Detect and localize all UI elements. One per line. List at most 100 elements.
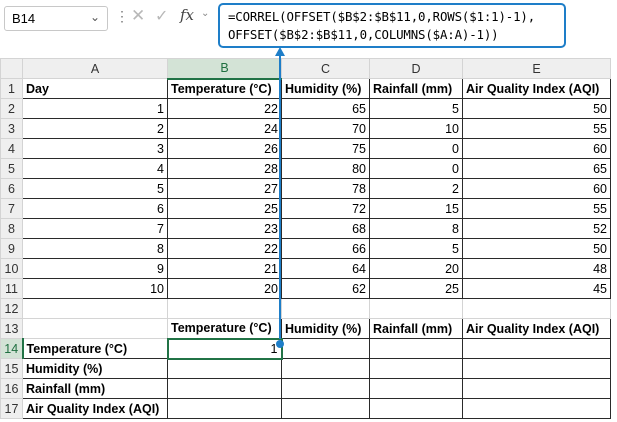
row-header[interactable]: 12 [0,298,23,319]
data-cell[interactable]: 5 [22,178,168,199]
data-cell[interactable]: 20 [167,278,282,299]
data-cell[interactable]: 72 [281,198,370,219]
data-cell[interactable]: 50 [462,238,611,259]
data-cell[interactable]: 5 [369,238,463,259]
row-header[interactable]: 9 [0,238,23,259]
data-cell[interactable]: 62 [281,278,370,299]
matrix-column-header[interactable]: Air Quality Index (AQI) [462,318,611,339]
data-cell[interactable]: 55 [462,118,611,139]
matrix-cell[interactable] [462,338,611,359]
active-cell-b14[interactable]: 1 [166,337,283,360]
row-header[interactable]: 7 [0,198,23,219]
row-header[interactable]: 14 [0,338,24,359]
data-cell[interactable]: 2 [369,178,463,199]
matrix-column-header[interactable]: Humidity (%) [281,318,370,339]
select-all-corner[interactable] [0,58,23,79]
data-cell[interactable]: 50 [462,98,611,119]
matrix-cell[interactable] [167,398,282,419]
data-cell[interactable]: 7 [22,218,168,239]
matrix-cell[interactable] [167,378,282,399]
matrix-cell[interactable] [167,358,282,379]
empty-cell[interactable] [22,318,168,339]
matrix-cell[interactable] [369,338,463,359]
matrix-cell[interactable] [462,378,611,399]
matrix-cell[interactable] [369,398,463,419]
data-cell[interactable]: 3 [22,138,168,159]
cancel-icon[interactable]: ✕ [131,6,146,25]
chevron-down-icon[interactable]: ⌄ [201,8,210,19]
data-cell[interactable]: 25 [167,198,282,219]
matrix-cell[interactable] [369,378,463,399]
data-cell[interactable]: 60 [462,178,611,199]
header-cell[interactable]: Rainfall (mm) [369,78,463,99]
row-header[interactable]: 13 [0,318,23,339]
data-cell[interactable]: 10 [369,118,463,139]
data-cell[interactable]: 4 [22,158,168,179]
matrix-row-header[interactable]: Air Quality Index (AQI) [22,398,168,419]
data-cell[interactable]: 28 [167,158,282,179]
data-cell[interactable]: 66 [281,238,370,259]
matrix-cell[interactable] [281,398,370,419]
data-cell[interactable]: 23 [167,218,282,239]
matrix-column-header[interactable]: Temperature (°C) [167,318,282,339]
row-header[interactable]: 15 [0,358,23,379]
empty-cell[interactable] [167,298,282,319]
row-header[interactable]: 2 [0,98,23,119]
data-cell[interactable]: 5 [369,98,463,119]
data-cell[interactable]: 45 [462,278,611,299]
data-cell[interactable]: 27 [167,178,282,199]
matrix-cell[interactable] [281,358,370,379]
matrix-cell[interactable] [281,338,370,359]
data-cell[interactable]: 22 [167,238,282,259]
data-cell[interactable]: 60 [462,138,611,159]
column-header-e[interactable]: E [462,58,611,79]
row-header[interactable]: 4 [0,138,23,159]
matrix-row-header[interactable]: Temperature (°C) [22,338,168,359]
data-cell[interactable]: 9 [22,258,168,279]
row-header[interactable]: 10 [0,258,23,279]
row-header[interactable]: 5 [0,158,23,179]
data-cell[interactable]: 68 [281,218,370,239]
enter-check-icon[interactable]: ✓ [155,8,169,25]
data-cell[interactable]: 25 [369,278,463,299]
empty-cell[interactable] [22,298,168,319]
data-cell[interactable]: 65 [462,158,611,179]
data-cell[interactable]: 70 [281,118,370,139]
name-box[interactable]: B14 ⌄ [4,6,108,31]
data-cell[interactable]: 75 [281,138,370,159]
data-cell[interactable]: 26 [167,138,282,159]
row-header[interactable]: 3 [0,118,23,139]
data-cell[interactable]: 15 [369,198,463,219]
formula-input[interactable]: =CORREL(OFFSET($B$2:$B$11,0,ROWS($1:1)-1… [218,3,566,48]
data-cell[interactable]: 78 [281,178,370,199]
row-header[interactable]: 17 [0,398,23,419]
data-cell[interactable]: 6 [22,198,168,219]
empty-cell[interactable] [369,298,463,319]
data-cell[interactable]: 55 [462,198,611,219]
matrix-cell[interactable] [369,358,463,379]
data-cell[interactable]: 65 [281,98,370,119]
header-cell[interactable]: Temperature (°C) [167,78,282,99]
matrix-column-header[interactable]: Rainfall (mm) [369,318,463,339]
data-cell[interactable]: 20 [369,258,463,279]
row-header[interactable]: 1 [0,78,23,99]
matrix-row-header[interactable]: Rainfall (mm) [22,378,168,399]
header-cell[interactable]: Air Quality Index (AQI) [462,78,611,99]
empty-cell[interactable] [281,298,370,319]
data-cell[interactable]: 52 [462,218,611,239]
matrix-cell[interactable] [462,398,611,419]
data-cell[interactable]: 0 [369,158,463,179]
column-header-b[interactable]: B [167,58,282,80]
row-header[interactable]: 16 [0,378,23,399]
header-cell[interactable]: Day [22,78,168,99]
row-header[interactable]: 8 [0,218,23,239]
matrix-row-header[interactable]: Humidity (%) [22,358,168,379]
data-cell[interactable]: 21 [167,258,282,279]
matrix-cell[interactable] [462,358,611,379]
column-header-d[interactable]: D [369,58,463,79]
header-cell[interactable]: Humidity (%) [281,78,370,99]
data-cell[interactable]: 64 [281,258,370,279]
data-cell[interactable]: 80 [281,158,370,179]
chevron-down-icon[interactable]: ⌄ [89,10,100,24]
column-header-a[interactable]: A [22,58,168,79]
